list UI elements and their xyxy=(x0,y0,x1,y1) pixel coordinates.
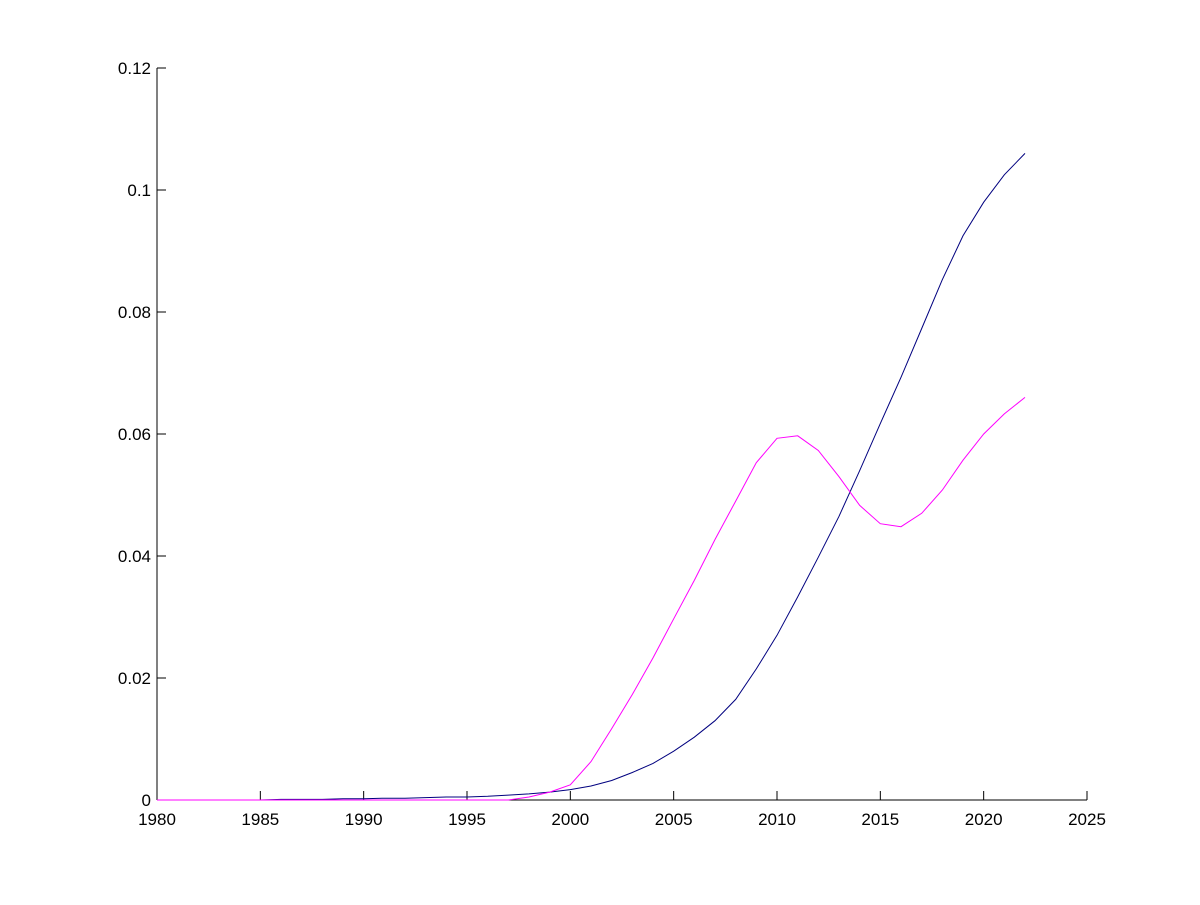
y-tick-label: 0.08 xyxy=(118,303,151,322)
axes: 1980 1985 1990 1995 2000 2005 2010 2015 2020 2025… xyxy=(118,59,1106,829)
y-tick-label: 0.04 xyxy=(118,547,151,566)
series-group xyxy=(157,153,1026,801)
x-tick-label: 1985 xyxy=(241,810,279,829)
x-tick-label: 1980 xyxy=(138,810,176,829)
y-tick-label: 0.12 xyxy=(118,59,151,78)
x-tick-label: 2025 xyxy=(1068,810,1106,829)
x-tick-label: 1995 xyxy=(448,810,486,829)
x-tick-label: 2010 xyxy=(758,810,796,829)
y-tick-label: 0.06 xyxy=(118,425,151,444)
x-tick-label: 2020 xyxy=(965,810,1003,829)
x-tick-label: 1990 xyxy=(345,810,383,829)
x-tick-label: 2005 xyxy=(655,810,693,829)
x-tick-label: 2015 xyxy=(861,810,899,829)
x-tick-label: 2000 xyxy=(551,810,589,829)
series-line-2 xyxy=(157,397,1026,801)
series-line-1 xyxy=(157,153,1026,801)
y-tick-label: 0 xyxy=(142,791,151,810)
y-tick-label: 0.02 xyxy=(118,669,151,688)
y-tick-label: 0.1 xyxy=(127,181,151,200)
